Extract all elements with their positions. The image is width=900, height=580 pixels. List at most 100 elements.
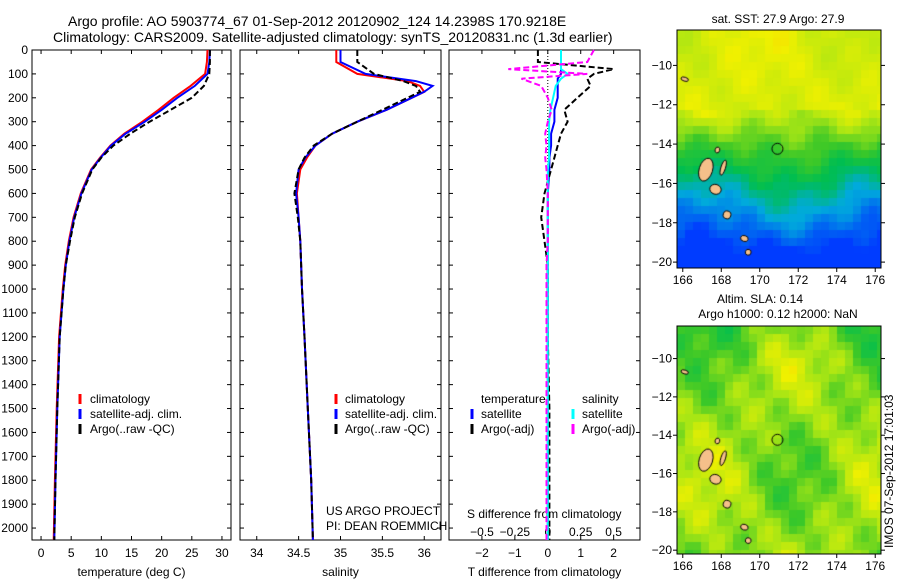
series-line-satellite-adj-clim- — [53, 49, 211, 541]
y-tick-label: −10 — [652, 58, 673, 72]
sst-map-image — [677, 30, 881, 268]
series-line-t-argo-adj- — [536, 50, 614, 540]
x-tick-label: 170 — [750, 273, 770, 287]
x-tick-label: 25 — [185, 546, 199, 560]
sla-map-subtitle: Argo h1000: 0.12 h2000: NaN — [698, 307, 857, 321]
legend-argo: Argo(..raw -QC) — [345, 422, 430, 436]
axes-box — [448, 49, 641, 541]
x-tick-label: 174 — [827, 273, 847, 287]
x-tick-label: 20 — [155, 546, 169, 560]
y-tick-label: −12 — [652, 390, 673, 404]
x-tick-label: 5 — [68, 546, 75, 560]
y-tick-label: 1800 — [1, 473, 28, 487]
legend-temperature-heading: temperature — [481, 392, 546, 406]
series-line-s-satellite — [546, 50, 570, 540]
timestamp-stamp: IMOS 07-Sep-2012 17:01:03 — [882, 394, 896, 548]
sla-map-axes: 166 168 170 172 174 176 −10 −12 −14 −16 −18 −20 — [652, 325, 886, 573]
legend-argo: Argo(..raw -QC) — [90, 422, 175, 436]
series-line-argo-raw-qc- — [53, 50, 211, 541]
x-tick-label: 172 — [788, 273, 808, 287]
y-tick-label: 100 — [8, 67, 28, 81]
y-tick-label: 300 — [8, 115, 28, 129]
x-tick-label: 176 — [865, 559, 885, 573]
y-tick-label: −14 — [652, 137, 673, 151]
y-tick-label: 1300 — [1, 354, 28, 368]
series-line-climatology — [295, 50, 426, 541]
x-tick-label: 30 — [215, 546, 229, 560]
legend-salinity-heading: salinity — [582, 392, 619, 406]
x-tick-label: −2 — [475, 546, 489, 560]
y-tick-label: 600 — [8, 186, 28, 200]
x-tick-label: 174 — [827, 559, 847, 573]
x-tick-label: 166 — [673, 273, 693, 287]
y-tick-label: 200 — [8, 91, 28, 105]
y-tick-label: 1600 — [1, 425, 28, 439]
y-tick-label: 900 — [8, 258, 28, 272]
credit-line1: US ARGO PROJECT — [326, 504, 441, 518]
x2-tick-label: 0.5 — [605, 525, 622, 539]
y-tick-label: −18 — [652, 216, 673, 230]
y-tick-label: 700 — [8, 210, 28, 224]
sla-map-title: Altim. SLA: 0.14 — [717, 292, 803, 306]
series-line-climatology — [52, 49, 209, 541]
sla-map-image — [677, 326, 881, 554]
axes-box — [239, 49, 442, 541]
legend-climatology: climatology — [90, 392, 150, 406]
x2-tick-label: −0.5 — [470, 525, 494, 539]
x-tick-label: 15 — [125, 546, 139, 560]
y-tick-label: −10 — [652, 352, 673, 366]
y-tick-label: −14 — [652, 428, 673, 442]
x-tick-label: 36 — [418, 546, 432, 560]
legend-satellite: satellite-adj. clim. — [345, 407, 437, 421]
series-line-satellite-adj-clim- — [295, 50, 435, 541]
x-tick-label: 170 — [750, 559, 770, 573]
x-tick-label: 0 — [544, 546, 551, 560]
y-tick-label: 1400 — [1, 378, 28, 392]
x2-tick-label: 0.25 — [569, 525, 593, 539]
x-tick-label: 168 — [711, 273, 731, 287]
temperature-axes: 0 5 10 15 20 25 300100200300400500600700800900… — [1, 43, 232, 579]
y-tick-label: −16 — [652, 467, 673, 481]
figure-title-line2: Climatology: CARS2009. Satellite-adjuste… — [53, 29, 613, 45]
temperature-legend: climatology satellite-adj. clim. Argo(..… — [90, 392, 182, 436]
y-tick-label: 1900 — [1, 497, 28, 511]
difference-axes: −2 −1 0 1 2−0.5 −0.25 0 0.25 0.5T difference fro… — [448, 49, 641, 579]
legend-t-satellite: satellite — [481, 407, 522, 421]
difference-legend: temperature salinity satellite Argo(-adj… — [481, 392, 635, 436]
map-box — [676, 325, 882, 555]
y-tick-label: 800 — [8, 234, 28, 248]
legend-t-argo: Argo(-adj) — [481, 422, 534, 436]
map-box — [676, 29, 882, 269]
legend-satellite: satellite-adj. clim. — [90, 407, 182, 421]
x-tick-label: 34 — [250, 546, 264, 560]
y-tick-label: 1200 — [1, 330, 28, 344]
x-tick-label: 166 — [673, 559, 693, 573]
x-axis-label: salinity — [322, 565, 359, 579]
figure-title-line1: Argo profile: AO 5903774_67 01-Sep-2012 … — [68, 13, 567, 29]
sst-map-axes: 166 168 170 172 174 176 −10 −12 −14 −16 −18 −20 — [652, 29, 886, 287]
series-line-argo-raw-qc- — [293, 50, 422, 541]
salinity-legend: climatology satellite-adj. clim. Argo(..… — [345, 392, 437, 436]
x-tick-label: 2 — [610, 546, 617, 560]
x-tick-label: 176 — [865, 273, 885, 287]
x-tick-label: 0 — [38, 546, 45, 560]
x-tick-label: −1 — [508, 546, 522, 560]
sst-map-title: sat. SST: 27.9 Argo: 27.9 — [712, 12, 845, 26]
credit-line2: PI: DEAN ROEMMICH — [326, 519, 447, 533]
x-tick-label: 35.5 — [371, 546, 395, 560]
x-axis-label: temperature (deg C) — [77, 565, 185, 579]
x2-tick-label: −0.25 — [500, 525, 531, 539]
y-tick-label: 1000 — [1, 282, 28, 296]
y-tick-label: 400 — [8, 139, 28, 153]
y-tick-label: −20 — [652, 255, 673, 269]
series-line-s-argo-adj- — [508, 49, 595, 540]
legend-s-argo: Argo(-adj) — [582, 422, 635, 436]
x-tick-label: 35 — [334, 546, 348, 560]
x-tick-label: 1 — [577, 546, 584, 560]
y-tick-label: 1700 — [1, 449, 28, 463]
y-tick-label: 2000 — [1, 521, 28, 535]
salinity-axes: 34 34.5 35 35.5 36 salinity — [239, 49, 442, 579]
s-axis-label: S difference from climatology — [467, 507, 622, 521]
